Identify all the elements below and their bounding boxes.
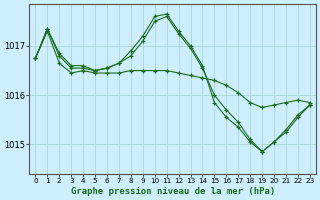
X-axis label: Graphe pression niveau de la mer (hPa): Graphe pression niveau de la mer (hPa) [70, 187, 275, 196]
